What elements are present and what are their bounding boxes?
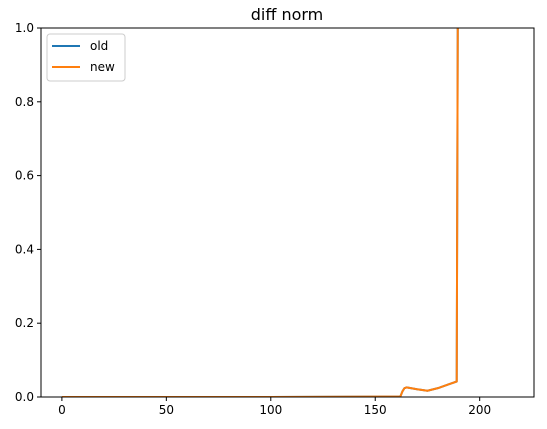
x-axis: 0 50 100 150 200 (58, 397, 491, 417)
plot-frame (40, 27, 535, 398)
y-tick-label: 0.6 (15, 169, 34, 183)
x-tick-label: 100 (259, 403, 282, 417)
y-tick-label: 1.0 (15, 21, 34, 35)
y-axis: 0.0 0.2 0.4 0.6 0.8 1.0 (15, 21, 41, 404)
y-tick-label: 0.2 (15, 316, 34, 330)
y-tick-label: 0.4 (15, 242, 34, 256)
x-tick-label: 0 (58, 403, 66, 417)
x-tick-label: 150 (364, 403, 387, 417)
x-tick-label: 200 (468, 403, 491, 417)
legend: old new (46, 33, 126, 82)
y-tick-label: 0.0 (15, 390, 34, 404)
plot-area (41, 28, 534, 397)
chart-title: diff norm (251, 5, 324, 24)
legend-label-old: old (90, 39, 108, 53)
y-tick-label: 0.8 (15, 95, 34, 109)
legend-label-new: new (90, 60, 115, 74)
x-tick-label: 50 (159, 403, 174, 417)
